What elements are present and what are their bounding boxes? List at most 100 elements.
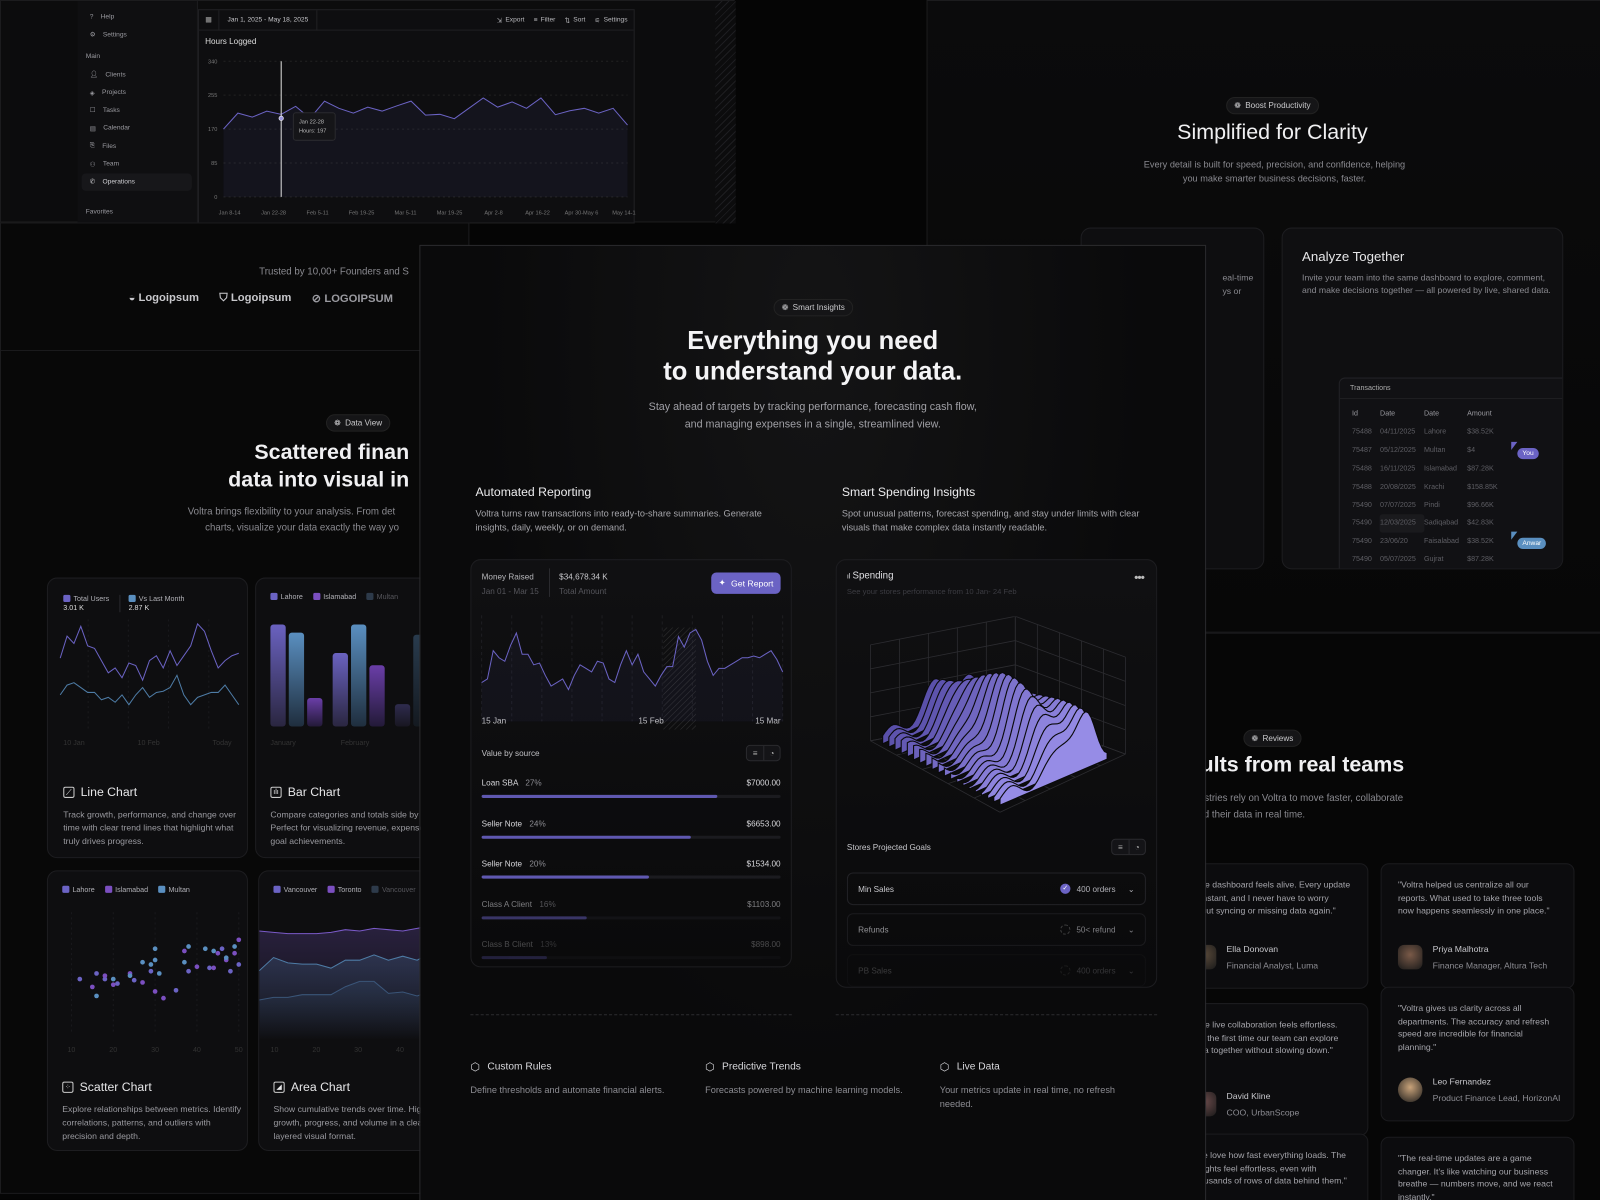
scatter-point — [202, 946, 208, 952]
source-value: $898.00 — [751, 939, 781, 949]
x-axis-labels: 10 Jan 10 Feb Today — [63, 739, 232, 747]
table-row[interactable]: 75490 07/07/2025 Pindi $96.66K — [1352, 496, 1506, 514]
chevron-down-icon[interactable]: ⌄ — [1127, 884, 1135, 894]
legend-lahore: Lahore — [270, 592, 303, 601]
money-raised-chart — [481, 615, 784, 730]
source-progress-bar — [481, 875, 781, 879]
view-toggle[interactable]: ≡ ◔ — [745, 744, 781, 762]
legend-vs-last-month: Vs Last Month 2.87 K — [119, 594, 184, 613]
filter-button[interactable]: ≡ Filter — [533, 16, 556, 24]
line-chart-icon: ⟋ — [63, 786, 75, 798]
sidebar: ? Help ⚙ Settings Main 👤︎ Clients ◈ Projects… — [77, 1, 198, 224]
goal-row[interactable]: PB Sales 400 orders ⌄ — [846, 954, 1146, 987]
spending-insights-title: Smart Spending Insights — [841, 484, 976, 499]
table-row[interactable]: 75487 05/12/2025 Multan $4 — [1352, 442, 1506, 460]
goal-row[interactable]: Refunds 50< refund ⌄ — [846, 913, 1146, 946]
settings-button[interactable]: ⚟ Settings — [594, 16, 628, 24]
x-tick-label: 50 — [235, 1046, 243, 1054]
review-card: "Voltra helped us centralize all our rep… — [1380, 863, 1575, 989]
source-name: Class B Client — [481, 939, 533, 949]
table-row[interactable]: 75490 23/06/20 Faisalabad $38.52K — [1352, 532, 1506, 550]
sidebar-item-team[interactable]: ⚇ Team — [89, 160, 120, 169]
col-id: Id — [1352, 409, 1358, 417]
card-desc: Invite your team into the same dashboard… — [1302, 272, 1551, 295]
scatter-point — [140, 959, 145, 965]
check-circle-icon[interactable]: ✓ — [1060, 883, 1071, 894]
get-report-button[interactable]: ✦ Get Report — [711, 572, 781, 594]
chevron-down-icon[interactable]: ⌄ — [1127, 965, 1135, 975]
sidebar-item-settings[interactable]: ⚙ Settings — [89, 31, 127, 40]
bar — [394, 704, 411, 727]
x-tick-label: Jan 22-28 — [261, 210, 286, 216]
calendar-icon[interactable]: ▦ — [199, 9, 220, 31]
export-button[interactable]: ⇲ Export — [496, 16, 525, 24]
spending-subtitle: See your stores performance from 10 Jan-… — [846, 586, 1017, 596]
review-card: "We love how fast everything loads. The … — [1174, 1133, 1369, 1200]
table-row[interactable]: 75488 04/11/2025 Lahore $38.52K — [1352, 423, 1506, 441]
pie-view-icon[interactable]: ◔ — [763, 745, 779, 761]
sidebar-item-tasks[interactable]: ☐ Tasks — [89, 106, 120, 115]
list-view-icon[interactable]: ≡ — [752, 748, 758, 758]
sidebar-item-help[interactable]: ? Help — [89, 13, 115, 21]
area-chart: 10 20 30 40 — [259, 925, 459, 1054]
source-progress-bar — [481, 794, 781, 798]
transactions-table: Id Date Date Amount 75488 04/11/2025 Lahor… — [1352, 403, 1506, 569]
goal-row[interactable]: Min Sales ✓ 400 orders ⌄ — [846, 872, 1146, 906]
series-line-1 — [59, 674, 240, 706]
sidebar-item-files[interactable]: ⎘ Files — [89, 142, 117, 150]
section-subtitle: Voltra brings flexibility to your analys… — [187, 506, 400, 534]
scatter-point — [211, 965, 217, 971]
hexagon-icon: ⬡ — [470, 1061, 481, 1074]
table-cell: 75488 — [1352, 428, 1372, 437]
x-tick-label: Jan 8-14 — [219, 210, 241, 216]
bar — [332, 653, 348, 727]
chevron-down-icon[interactable]: ⌄ — [1127, 924, 1135, 935]
y-tick-label: 85 — [211, 161, 217, 167]
pie-view-icon[interactable]: ◔ — [1128, 839, 1145, 855]
calendar-icon: ▤ — [89, 125, 97, 133]
legend-toronto: Toronto — [327, 885, 362, 894]
empty-circle-icon[interactable] — [1060, 965, 1071, 976]
x-tick-label: 20 — [312, 1046, 320, 1054]
x-axis-labels: 15 Jan 15 Feb 15 Mar — [481, 716, 781, 726]
spending-card: ıl Spending See your stores performance … — [835, 559, 1158, 988]
bar — [288, 632, 305, 727]
source-value: $1103.00 — [747, 899, 781, 909]
view-toggle[interactable]: ≡ ◔ — [1111, 838, 1146, 856]
line-chart — [59, 619, 240, 732]
table-row[interactable]: 75488 16/11/2025 Islamabad $87.28K — [1352, 460, 1506, 478]
line-chart-card[interactable]: Total Users 3.01 K Vs Last Month 2.87 K 10… — [46, 577, 248, 859]
table-cell: $38.52K — [1467, 537, 1494, 546]
series-line-0 — [59, 622, 239, 682]
divider — [1, 349, 469, 352]
sort-button[interactable]: ⇅ Sort — [564, 16, 586, 24]
sidebar-item-operations[interactable]: ✆ Operations — [81, 172, 192, 191]
scatter-point — [173, 987, 179, 993]
card-desc: Explore relationships between metrics. I… — [62, 1104, 242, 1141]
section-subtitle: Stay ahead of targets by tracking perfor… — [648, 401, 977, 431]
legend-vancouver-2: Vancouver — [371, 885, 416, 894]
table-row[interactable]: 75488 20/08/2025 Krachi $158.85K — [1352, 478, 1506, 496]
table-cell: Lahore — [1423, 428, 1447, 437]
scatter-chart-card[interactable]: Lahore Islamabad Multan 10 20 30 40 50 ⁘ Scat… — [46, 870, 248, 1152]
table-row[interactable]: 75490 05/07/2025 Gujrat $87.28K — [1352, 551, 1506, 569]
spending-title: ıl Spending — [846, 570, 894, 582]
table-cell: $38.52K — [1467, 428, 1494, 437]
sidebar-item-projects[interactable]: ◈ Projects — [89, 89, 127, 97]
scatter-point — [215, 950, 221, 956]
sidebar-item-clients[interactable]: 👤︎ Clients — [89, 71, 126, 79]
scatter-point — [186, 944, 191, 949]
section-title: Everything you need to understand your d… — [663, 326, 963, 386]
x-tick-label: 30 — [354, 1046, 362, 1054]
more-options-button[interactable]: ••• — [1134, 570, 1145, 585]
avatar — [1397, 1077, 1423, 1103]
empty-circle-icon[interactable] — [1060, 924, 1071, 935]
transactions-table-card: Transactions Id Date Date Amount 75488 04… — [1338, 377, 1563, 569]
spending-insights-desc: Spot unusual patterns, forecast spending… — [841, 508, 1140, 533]
table-row[interactable]: 75490 12/03/2025 Sadiqabad $42.83K — [1352, 514, 1506, 533]
card-title: Area Chart — [290, 1079, 351, 1094]
sidebar-item-calendar[interactable]: ▤ Calendar — [89, 124, 131, 133]
list-view-icon[interactable]: ≡ — [1118, 842, 1123, 852]
table-cell: 75490 — [1352, 556, 1372, 564]
date-range-picker[interactable]: Jan 1, 2025 - May 18, 2025 — [219, 9, 318, 31]
